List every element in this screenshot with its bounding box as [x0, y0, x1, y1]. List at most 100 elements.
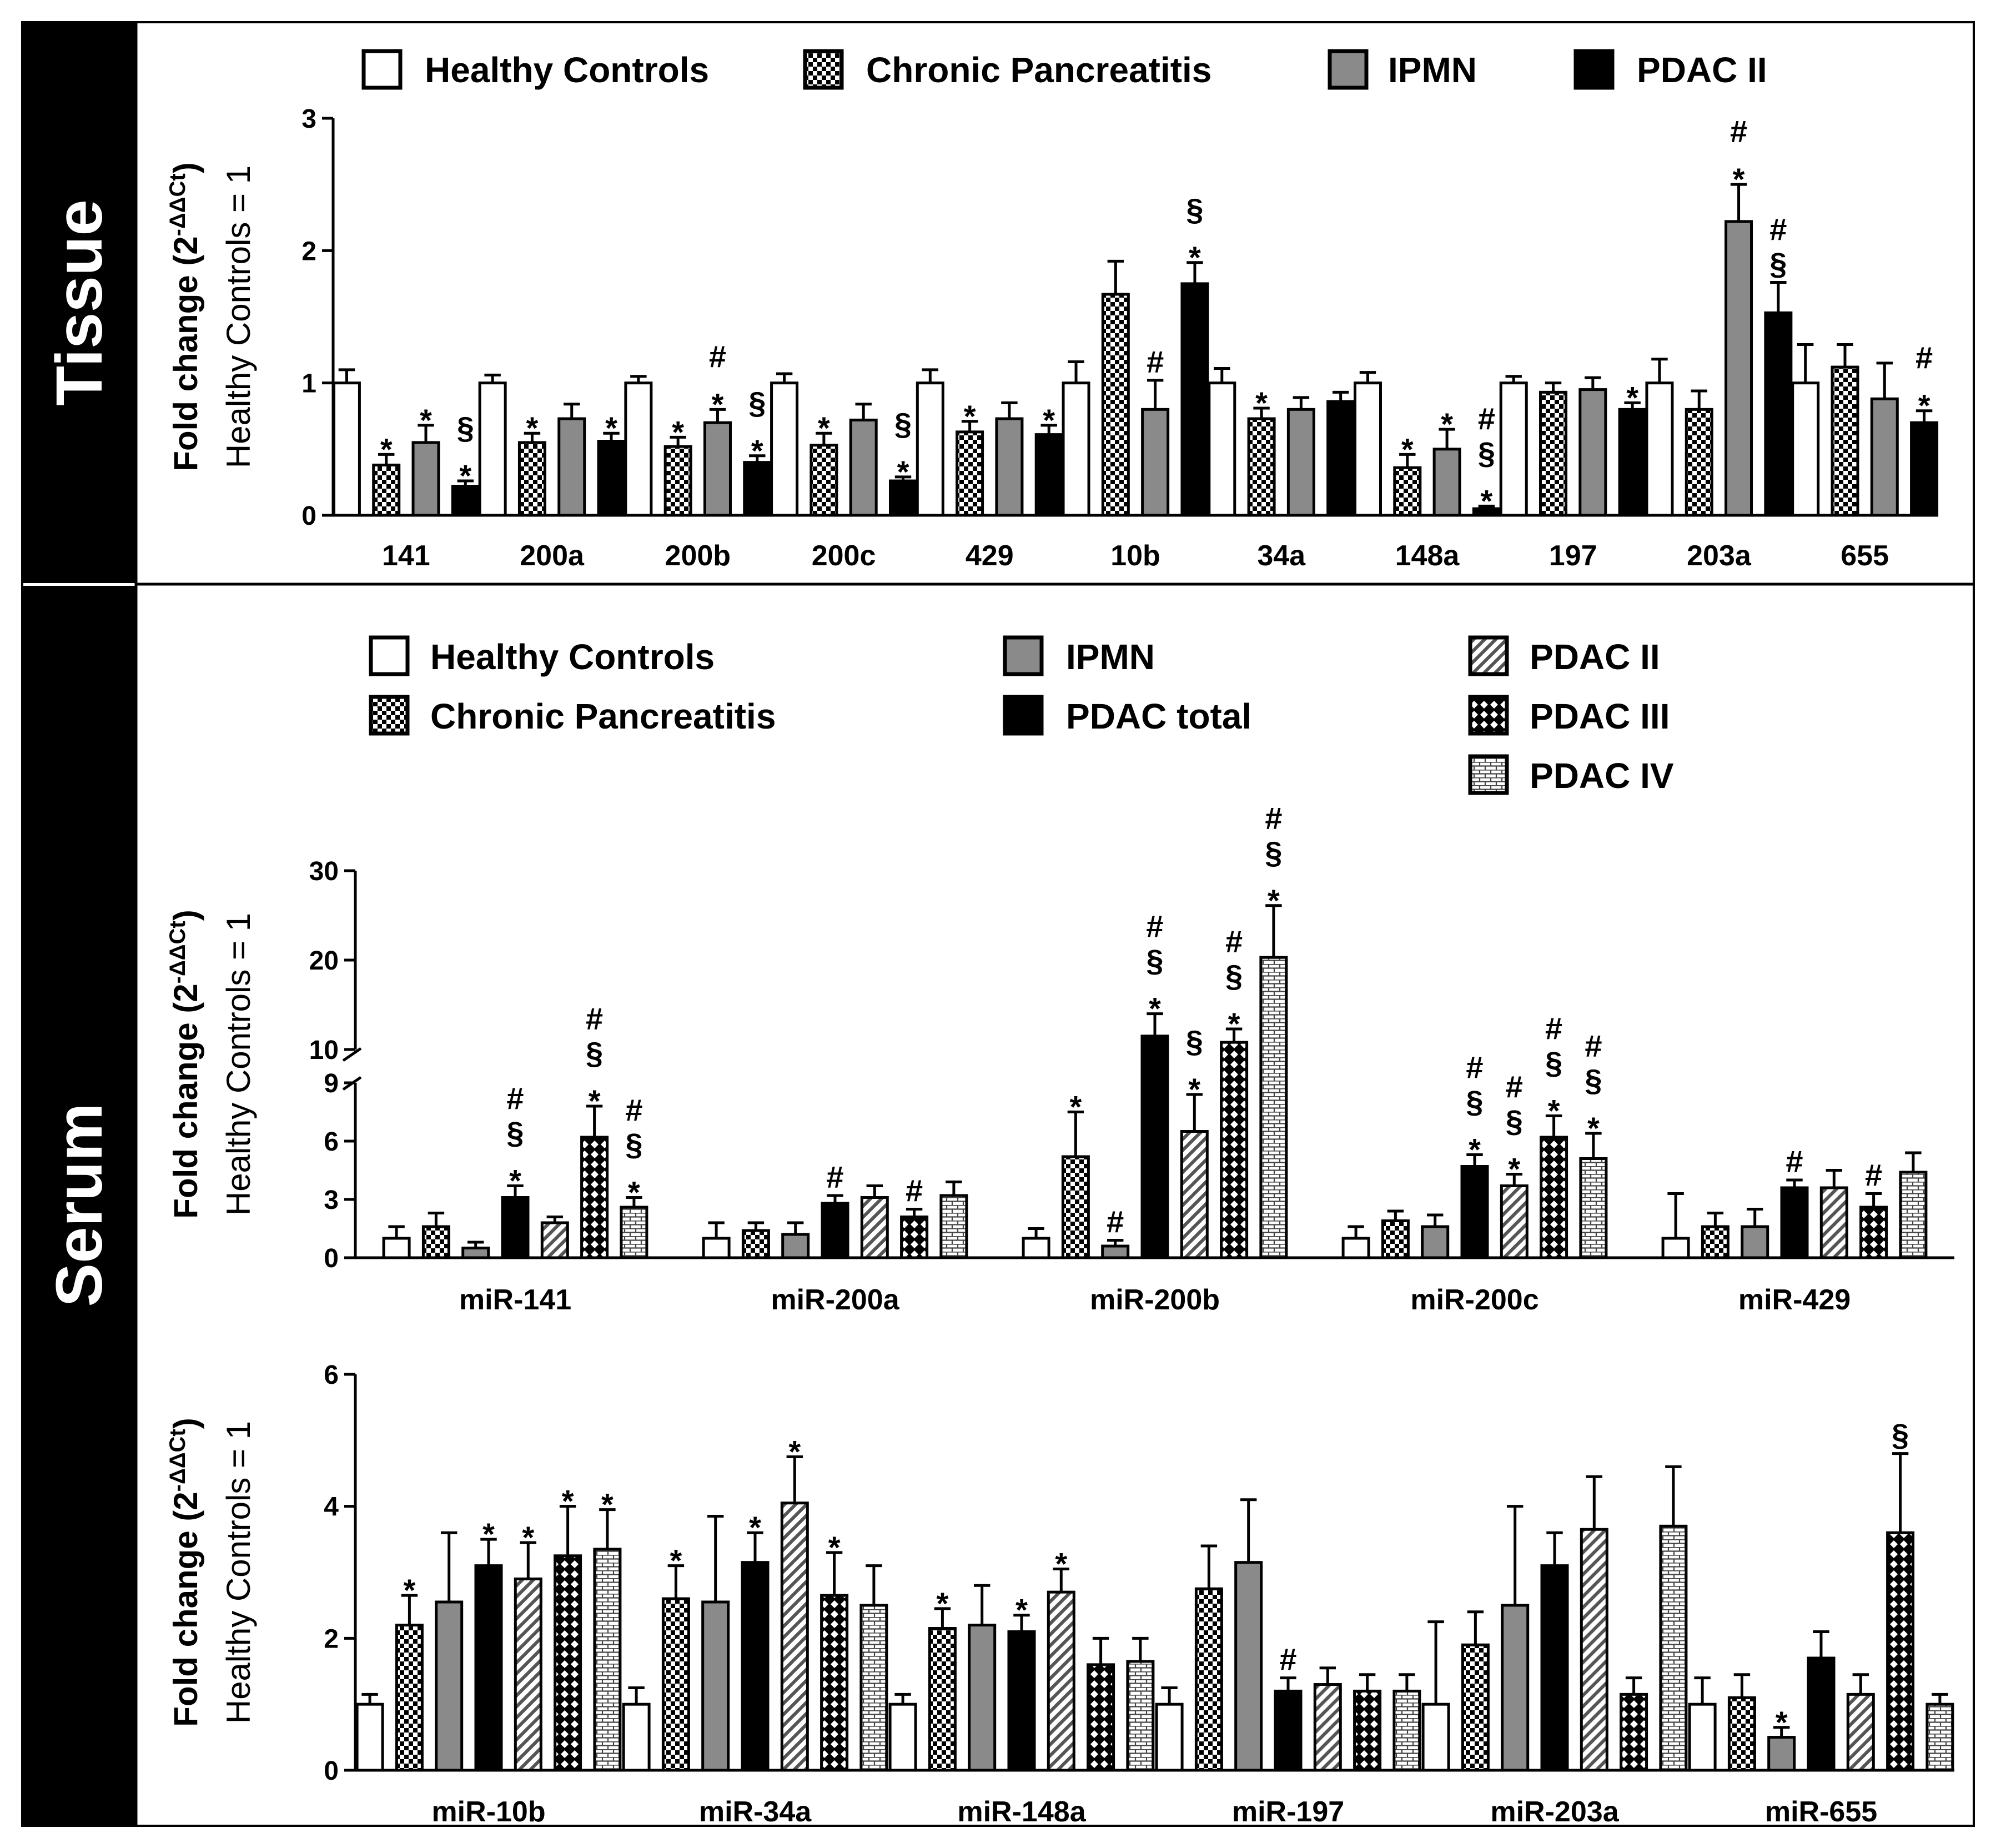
bar-pdac-iii [1540, 1136, 1568, 1259]
bar-ipmn [701, 1600, 730, 1772]
legend-label-ipmn: IPMN [1388, 50, 1477, 90]
bar-healthy-controls [332, 381, 361, 517]
bar-healthy-controls [770, 381, 799, 517]
significance-marker: # [1147, 344, 1164, 379]
bar-pdac-iii [1620, 1693, 1648, 1772]
significance-marker: # [1279, 1642, 1296, 1677]
significance-marker: * [1548, 1093, 1560, 1128]
significance-marker: * [1043, 403, 1055, 438]
bar-ipmn [995, 417, 1024, 517]
bar-pdac-iv [1392, 1689, 1421, 1772]
bar-pdac-ii [743, 461, 772, 517]
bar-chronic-pancreatitis [421, 1225, 450, 1259]
significance-marker: § [748, 385, 766, 420]
significance-marker: * [1188, 1072, 1200, 1107]
legend-swatch-healthy [361, 49, 403, 90]
bar-pdac-ii [1846, 1693, 1875, 1772]
bar-pdac-ii [597, 440, 626, 517]
bar-chronic-pancreatitis [1381, 1219, 1410, 1259]
significance-marker: * [562, 1484, 574, 1519]
bar-pdac-iii [580, 1136, 609, 1259]
significance-marker: # [1466, 1050, 1483, 1085]
category-label: miR-203a [1490, 1796, 1619, 1828]
significance-marker: § [1478, 435, 1495, 470]
bar-healthy-controls [1022, 1237, 1050, 1259]
legend-swatch-cp [369, 695, 410, 736]
legend-swatch-cp [803, 49, 844, 90]
bar-pdac-ii [1472, 507, 1501, 517]
bar-pdac-ii [1034, 433, 1063, 517]
bar-pdac-iv [1925, 1703, 1954, 1772]
significance-marker: § [1892, 1418, 1909, 1453]
y-tick-label: 0 [324, 1756, 339, 1786]
y-axis-title-main: Fold change (2-ΔΔCt) [165, 162, 204, 471]
bar-healthy-controls [1155, 1703, 1184, 1772]
category-label: miR-200c [1410, 1284, 1539, 1316]
bar-ipmn [849, 418, 878, 517]
bar-healthy-controls [1645, 381, 1674, 517]
bar-ipmn [1421, 1225, 1450, 1259]
bar-pdac-total [1140, 1035, 1169, 1259]
bar-pdac-total [1807, 1656, 1836, 1772]
legend-swatch-ipmn [1328, 49, 1369, 90]
bar-pdac-total [1460, 1165, 1489, 1259]
significance-marker: * [509, 1163, 521, 1198]
legend-swatch-pdac2 [1468, 635, 1509, 676]
bar-healthy-controls [478, 381, 507, 517]
significance-marker: # [1107, 1204, 1124, 1239]
bar-pdac-iii [1220, 1041, 1249, 1259]
y-axis-title: Fold change (2-ΔΔCt) Healthy Controls = 1 [165, 162, 257, 471]
bar-ipmn [1741, 1225, 1769, 1259]
bar-pdac-iv [593, 1548, 622, 1772]
bar-pdac-total [1007, 1630, 1036, 1772]
legend-label-healthy: Healthy Controls [425, 50, 709, 90]
significance-marker: * [628, 1175, 640, 1210]
y-tick-label: 2 [301, 237, 316, 266]
significance-marker: § [1186, 192, 1203, 227]
bar-healthy-controls [1499, 381, 1528, 517]
bar-chronic-pancreatitis [928, 1627, 957, 1772]
significance-marker: * [1149, 991, 1161, 1026]
bar-ipmn [1101, 1244, 1130, 1259]
y-tick-label: 0 [324, 1244, 339, 1273]
significance-marker: * [1268, 883, 1280, 918]
significance-marker: * [749, 1510, 761, 1545]
significance-marker: § [625, 1127, 642, 1162]
bar-ipmn [781, 1233, 810, 1259]
bar-ipmn [1286, 408, 1315, 517]
sidebar-serum [22, 586, 136, 1826]
y-axis-title-sub: Healthy Controls = 1 [220, 165, 257, 468]
legend-label-pdac2: PDAC II [1637, 50, 1767, 90]
category-label: 148a [1395, 540, 1460, 572]
significance-marker: # [1225, 924, 1243, 959]
category-label: 200b [665, 540, 731, 572]
category-label: 34a [1257, 540, 1306, 572]
significance-marker: * [1776, 1705, 1788, 1740]
bar-healthy-controls [1208, 381, 1236, 517]
bar-pdac-ii [451, 485, 480, 517]
y-tick-label: 0 [301, 501, 316, 531]
significance-marker: § [1769, 247, 1787, 282]
bar-healthy-controls [382, 1237, 411, 1259]
significance-marker: * [420, 403, 432, 438]
bar-healthy-controls [702, 1237, 731, 1259]
y-axis-title: Fold change (2-ΔΔCt) Healthy Controls = 1 [165, 1418, 257, 1726]
bar-ipmn [1501, 1604, 1530, 1772]
category-label: 429 [966, 540, 1014, 572]
bar-chronic-pancreatitis [1393, 466, 1422, 517]
bar-chronic-pancreatitis [372, 463, 401, 517]
y-axis-title-main: Fold change (2-ΔΔCt) [165, 910, 204, 1218]
bar-pdac-iii [900, 1216, 929, 1259]
significance-marker: * [1228, 1006, 1240, 1041]
significance-marker: § [457, 410, 474, 445]
bar-healthy-controls [1791, 381, 1820, 517]
significance-marker: § [1186, 1024, 1203, 1059]
category-label: miR-148a [957, 1796, 1086, 1828]
bar-chronic-pancreatitis [1539, 390, 1568, 517]
significance-marker: * [1481, 483, 1493, 518]
bar-ipmn [1432, 448, 1461, 517]
bar-pdac-iv [859, 1604, 888, 1772]
bar-pdac-ii [1819, 1186, 1848, 1259]
significance-marker: * [522, 1520, 534, 1555]
